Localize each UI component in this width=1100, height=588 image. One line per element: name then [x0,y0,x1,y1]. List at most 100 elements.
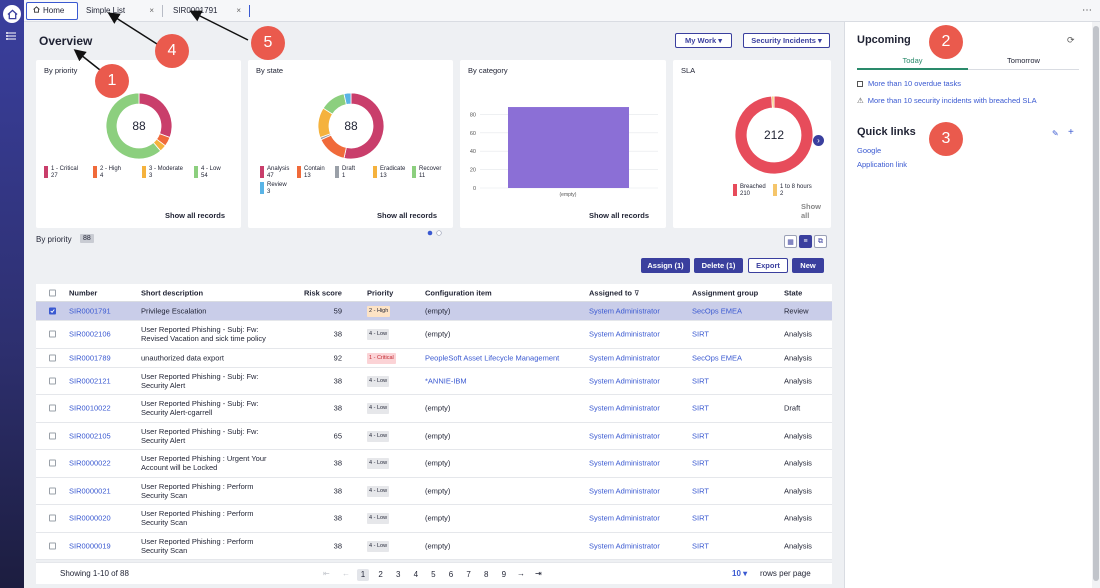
assignment-group-link[interactable]: SecOps EMEA [692,306,743,316]
assigned-to-link[interactable]: System Administrator [589,541,660,551]
table-row[interactable]: SIR0000021 User Reported Phishing : Perfo… [36,478,832,505]
assignment-group-link[interactable]: SIRT [692,431,709,441]
assignment-group-link[interactable]: SIRT [692,486,709,496]
edit-icon[interactable]: ✎ [1052,129,1059,138]
row-checkbox[interactable] [49,514,56,522]
table-row[interactable]: SIR0000019 User Reported Phishing : Perfo… [36,533,832,560]
assigned-to-link[interactable]: System Administrator [589,458,660,468]
col-state[interactable]: State [784,288,803,297]
page-number-8[interactable]: 8 [483,570,489,579]
assigned-to-link[interactable]: System Administrator [589,329,660,339]
upcoming-item-breached-sla[interactable]: ⚠ More than 10 security incidents with br… [857,96,1037,105]
configuration-item[interactable]: PeopleSoft Asset Lifecycle Management [425,353,560,362]
delete-button[interactable]: Delete (1) [694,258,743,273]
assignment-group-link[interactable]: SIRT [692,329,709,339]
incident-number-link[interactable]: SIR0001789 [69,353,111,362]
incident-number-link[interactable]: SIR0000020 [69,513,111,523]
incident-number-link[interactable]: SIR0002121 [69,376,111,386]
donut-slice-contain[interactable] [320,134,347,159]
assignment-group-link[interactable]: SIRT [692,458,709,468]
next-page-icon[interactable]: → [517,569,525,578]
tab-today[interactable]: Today [857,56,968,70]
assign-button[interactable]: Assign (1) [641,258,690,273]
col-assignment-group[interactable]: Assignment group [692,288,759,297]
row-checkbox[interactable] [49,307,56,315]
close-icon[interactable]: × [236,6,241,15]
page-scrollbar[interactable] [1092,22,1100,588]
table-row[interactable]: SIR0001789 unauthorized data export 92 1 - … [36,349,832,368]
assigned-to-link[interactable]: System Administrator [589,431,660,441]
row-checkbox[interactable] [49,354,56,361]
security-incidents-button[interactable]: Security Incidents ▾ [743,33,830,48]
assignment-group-link[interactable]: SecOps EMEA [692,353,743,362]
assigned-to-link[interactable]: System Administrator [589,486,660,496]
page-number-2[interactable]: 2 [378,570,383,579]
donut-slice-analysis[interactable] [343,92,385,160]
table-row[interactable]: SIR0002106 User Reported Phishing - Subj:… [36,321,832,349]
list-view-icon[interactable]: ≡ [799,235,812,248]
incident-number-link[interactable]: SIR0002105 [69,431,111,441]
assigned-to-link[interactable]: System Administrator [589,353,660,362]
incident-number-link[interactable]: SIR0000019 [69,541,111,551]
page-number-4[interactable]: 4 [413,570,419,579]
carousel-next-button[interactable]: › [813,135,824,146]
row-checkbox[interactable] [49,487,56,495]
col-risk-score[interactable]: Risk score [304,288,342,297]
more-icon[interactable]: ⋯ [1082,5,1092,16]
show-all-records-link[interactable]: Show all records [589,211,650,220]
export-button[interactable]: Export [748,258,788,273]
page-number-5[interactable]: 5 [431,570,436,579]
col-short-description[interactable]: Short description [141,288,204,297]
last-page-icon[interactable]: ⇥ [535,569,542,578]
show-all-records-link[interactable]: Show all records [165,211,226,220]
incident-number-link[interactable]: SIR0010022 [69,403,111,413]
assignment-group-link[interactable]: SIRT [692,376,709,386]
menu-icon[interactable] [6,32,18,42]
assignment-group-link[interactable]: SIRT [692,403,709,413]
col-priority[interactable]: Priority [367,288,394,297]
table-row[interactable]: SIR0002105 User Reported Phishing - Subj:… [36,423,832,450]
tab-sir0001791[interactable]: SIR0001791 × [167,2,247,20]
page-number-6[interactable]: 6 [448,570,454,579]
table-row[interactable]: SIR0000022 User Reported Phishing : Urgen… [36,450,832,478]
donut-slice-1-to-8-hours[interactable] [771,95,775,109]
configuration-item[interactable]: *ANNIE-IBM [425,376,467,386]
table-row[interactable]: SIR0000020 User Reported Phishing : Perfo… [36,505,832,533]
scrollbar-thumb[interactable] [1093,26,1099,581]
prev-page-icon[interactable]: ← [342,569,350,578]
page-number-9[interactable]: 9 [501,570,507,579]
table-row[interactable]: SIR0001791 Privilege Escalation 59 2 - High… [36,302,832,321]
show-all-records-link[interactable]: Show all [801,202,821,220]
table-row[interactable]: SIR0002121 User Reported Phishing - Subj:… [36,368,832,395]
assignment-group-link[interactable]: SIRT [692,513,709,523]
page-number-1[interactable]: 1 [357,569,369,581]
add-icon[interactable]: + [1068,127,1074,138]
assigned-to-link[interactable]: System Administrator [589,376,660,386]
assigned-to-link[interactable]: System Administrator [589,306,660,316]
col-number[interactable]: Number [69,288,98,297]
new-button[interactable]: New [792,258,824,273]
donut-slice-review[interactable] [343,92,352,105]
home-icon[interactable] [3,5,21,23]
page-number-3[interactable]: 3 [395,570,401,579]
col-configuration-item[interactable]: Configuration item [425,288,492,297]
my-work-button[interactable]: My Work ▾ [675,33,732,48]
tab-home[interactable]: Home [26,1,78,20]
upcoming-item-overdue[interactable]: More than 10 overdue tasks [857,79,961,88]
incident-number-link[interactable]: SIR0001791 [69,306,111,316]
assigned-to-link[interactable]: System Administrator [589,403,660,413]
close-icon[interactable]: × [149,6,154,15]
col-assigned-to[interactable]: Assigned to ⊽ [589,288,640,297]
row-checkbox[interactable] [49,542,56,550]
grid-view-icon[interactable]: ▦ [784,235,797,248]
row-checkbox[interactable] [49,404,56,412]
row-checkbox[interactable] [49,377,56,385]
quick-link-google[interactable]: Google [857,146,882,155]
show-all-records-link[interactable]: Show all records [377,211,438,220]
row-checkbox[interactable] [49,432,56,440]
table-row[interactable]: SIR0010022 User Reported Phishing - Subj:… [36,395,832,423]
page-number-7[interactable]: 7 [466,570,471,579]
open-external-icon[interactable]: ⧉ [814,235,827,248]
filter-icon[interactable]: ⊽ [634,288,640,297]
donut-slice-breached[interactable] [734,95,814,175]
